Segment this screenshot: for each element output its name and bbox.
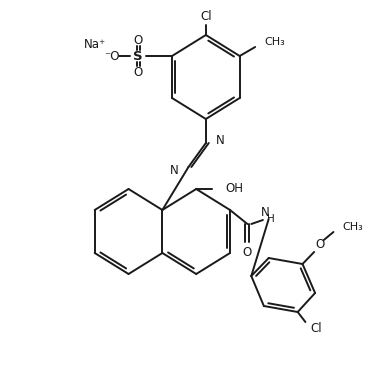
Text: N: N <box>170 164 179 176</box>
Text: CH₃: CH₃ <box>265 37 285 47</box>
Text: H: H <box>267 214 274 224</box>
Text: O: O <box>243 246 252 259</box>
Text: Cl: Cl <box>310 323 322 335</box>
Text: Cl: Cl <box>200 11 212 23</box>
Text: CH₃: CH₃ <box>342 222 363 232</box>
Text: OH: OH <box>225 182 243 196</box>
Text: N: N <box>215 135 224 147</box>
Text: Na⁺: Na⁺ <box>84 38 106 50</box>
Text: O: O <box>315 238 324 252</box>
Text: S: S <box>133 50 143 62</box>
Text: ⁻O: ⁻O <box>104 50 120 62</box>
Text: N: N <box>261 206 269 220</box>
Text: O: O <box>134 33 143 47</box>
Text: O: O <box>134 65 143 79</box>
